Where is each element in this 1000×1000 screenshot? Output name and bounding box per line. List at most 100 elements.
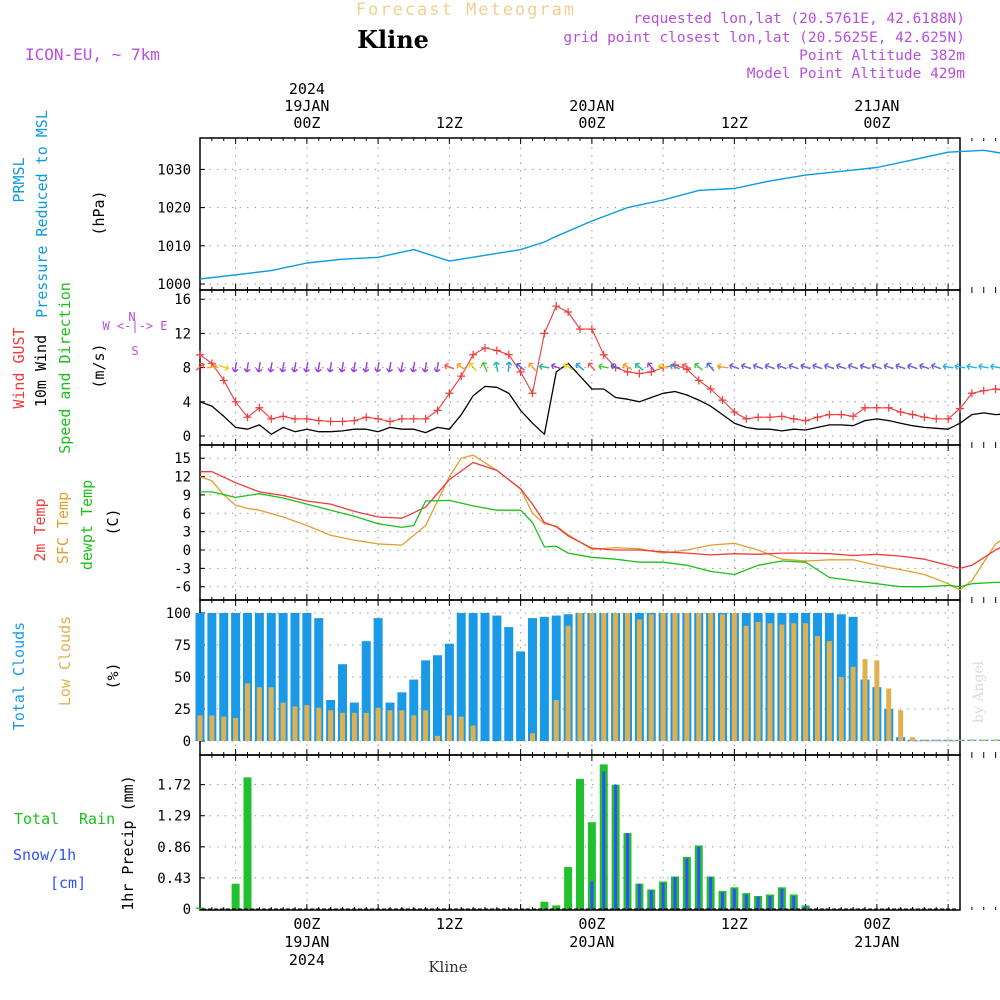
precip-label-rain: Rain	[79, 810, 115, 828]
clouds-label-low: Low Clouds	[56, 616, 74, 706]
wind-arrow-shape	[538, 363, 550, 371]
low-cloud-bar	[910, 737, 915, 741]
wind-arrow-shape	[409, 361, 417, 373]
wind-direction-arrow	[634, 362, 644, 371]
low-cloud-bar	[530, 733, 535, 741]
model-label: ICON-EU, ~ 7km	[25, 45, 160, 64]
low-cloud-bar	[553, 700, 559, 741]
snow-bar	[614, 784, 618, 909]
gust-marker	[374, 414, 383, 423]
gust-marker	[457, 372, 466, 381]
gust-marker	[956, 404, 964, 413]
wind-arrow-shape	[374, 361, 382, 373]
gust-marker	[219, 376, 228, 385]
gust-marker	[991, 384, 1000, 393]
wind-ytick-label: 4	[183, 395, 191, 411]
low-cloud-bar	[826, 641, 832, 741]
wind-direction-arrow	[243, 361, 251, 373]
wind-arrow-shape	[990, 363, 1000, 371]
low-cloud-bar	[933, 739, 939, 741]
total-cloud-bar	[433, 655, 442, 741]
point-altitude: Point Altitude 382m	[799, 48, 965, 64]
low-cloud-bar	[387, 710, 393, 741]
low-cloud-bar	[696, 613, 702, 741]
rain-bar	[552, 905, 561, 909]
wind-arrow-shape	[835, 362, 847, 370]
wind-direction-arrow	[954, 363, 966, 371]
gust-marker	[350, 416, 359, 425]
total-cloud-bar	[492, 615, 502, 741]
bottom-time-label: 2024	[289, 951, 325, 969]
chart-marks-layer: 10001010102010300481216-6-30369121502550…	[157, 80, 1000, 969]
wind-arrow-shape	[575, 362, 585, 371]
wind-direction-arrow	[800, 362, 811, 370]
top-time-label: 21JAN	[854, 97, 899, 115]
wind-arrow-shape	[966, 363, 977, 371]
low-cloud-bar	[363, 712, 369, 741]
top-time-label: 20JAN	[569, 97, 614, 115]
wind-arrow-shape	[468, 362, 477, 372]
gust-marker	[492, 346, 501, 355]
wind-direction-arrow	[338, 361, 346, 373]
wind-arrow-shape	[978, 363, 989, 371]
wind-direction-arrow	[978, 363, 989, 371]
clouds-ytick-label: 25	[174, 702, 191, 718]
top-time-label: 00Z	[293, 114, 320, 132]
temp-2m-line	[200, 461, 1000, 570]
gust-marker	[587, 325, 596, 334]
low-cloud-bar	[731, 613, 737, 741]
temp-label-2m: 2m Temp	[31, 498, 49, 561]
bottom-time-label: 00Z	[578, 915, 605, 933]
low-cloud-bar	[755, 621, 761, 741]
clouds-ytick-label: 100	[166, 606, 191, 622]
temp-label-sfc: SFC Temp	[54, 492, 72, 564]
wind-arrow-shape	[752, 362, 764, 370]
low-cloud-bar	[672, 613, 678, 741]
wind-direction-arrow	[528, 362, 537, 372]
low-cloud-bar	[945, 739, 951, 741]
snow-bar	[626, 833, 629, 909]
snow-bar	[637, 883, 641, 909]
precip-ytick-label: 1.29	[157, 809, 191, 825]
temp-ytick-label: 0	[183, 543, 191, 559]
low-cloud-bar	[648, 614, 654, 741]
gust-marker	[279, 412, 288, 421]
top-time-label: 00Z	[578, 114, 605, 132]
wind-direction-arrow	[990, 363, 1000, 371]
wind-arrow-shape	[657, 363, 669, 371]
wind-direction-arrow	[480, 361, 488, 372]
total-cloud-bar	[551, 615, 561, 741]
gust-marker	[243, 413, 252, 422]
wind-direction-arrow	[895, 362, 906, 370]
wind-arrow-shape	[800, 362, 811, 370]
total-cloud-bar	[219, 613, 229, 741]
wind-arrow-shape	[847, 362, 859, 370]
gust-marker	[386, 417, 394, 426]
wind-arrow-shape	[824, 362, 835, 370]
bottom-time-label: 12Z	[721, 915, 748, 933]
low-cloud-bar	[197, 715, 203, 741]
low-cloud-bar	[458, 716, 464, 741]
compass-s-label: S	[131, 344, 138, 358]
wind-direction-arrow	[681, 362, 692, 371]
wind-arrow-shape	[492, 361, 500, 373]
wind-direction-arrow	[291, 361, 299, 373]
top-time-label: 00Z	[863, 114, 890, 132]
gust-marker	[777, 412, 786, 421]
low-cloud-bar	[791, 623, 797, 741]
wind-direction-arrow	[812, 362, 823, 370]
wind-arrow-shape	[812, 362, 823, 370]
low-cloud-bar	[684, 613, 690, 741]
gust-marker	[576, 325, 584, 334]
total-cloud-bar	[314, 618, 324, 741]
pressure-ytick-label: 1000	[157, 277, 191, 293]
low-cloud-bar	[351, 712, 357, 741]
gust-marker	[884, 403, 893, 412]
wind-arrow-shape	[788, 362, 799, 370]
wind-direction-arrow	[966, 363, 977, 371]
total-cloud-bar	[539, 616, 549, 741]
wind-direction-arrow	[350, 361, 358, 373]
temp-ytick-label: -6	[174, 580, 191, 596]
wind-arrow-shape	[456, 362, 466, 371]
snow-bar	[780, 888, 784, 909]
